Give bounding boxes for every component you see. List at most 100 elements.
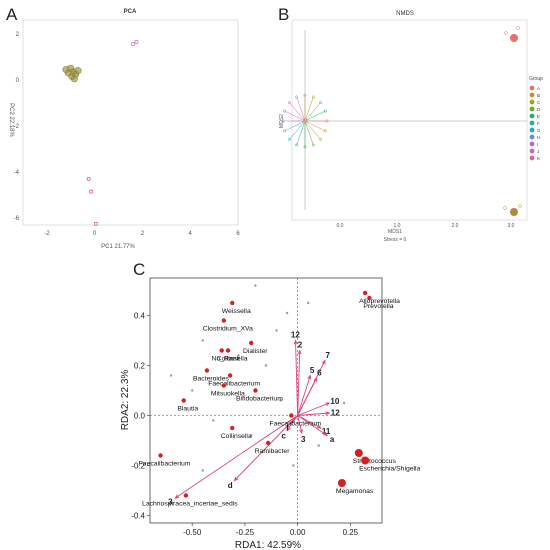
nmds-point (311, 143, 315, 147)
nmds-point (287, 101, 291, 105)
rda-vector-label: 7 (326, 351, 331, 360)
nmds-point (295, 143, 299, 147)
nmds-legend-swatch (529, 127, 535, 133)
nmds-spoke (284, 120, 306, 132)
rda-x-tick: -0.50 (183, 528, 202, 537)
nmds-legend-swatch (529, 99, 535, 105)
rda-vector-label: 3 (301, 435, 306, 444)
nmds-point (516, 26, 520, 30)
rda-y-tick: 0.2 (134, 362, 146, 371)
rda-taxon-point (158, 453, 163, 458)
rda-site-point (254, 284, 257, 287)
pca-chart: PCA PC1 21.77% PC2 22.18% -2 0 2 4 6 2 0 -2 -4 -6 (8, 9, 240, 250)
pca-point (86, 176, 91, 181)
rda-y-label: RDA2: 22.3% (120, 370, 131, 431)
rda-vector-arrowhead (316, 424, 322, 429)
rda-taxon-point (230, 425, 235, 431)
rda-taxon-label: Streptococcus (353, 458, 397, 465)
rda-vector (175, 415, 298, 499)
rda-site-point (201, 339, 204, 342)
rda-frame (149, 277, 383, 524)
rda-vector-arrowhead (297, 349, 302, 355)
nmds-spoke (289, 120, 306, 140)
rda-vector-arrowhead (323, 431, 329, 437)
nmds-point (503, 206, 507, 210)
pca-point (74, 67, 82, 75)
nmds-point (283, 129, 287, 133)
rda-site-point (275, 329, 278, 332)
pca-point (70, 75, 78, 83)
nmds-legend-swatch (529, 155, 535, 161)
pca-point (130, 42, 135, 47)
rda-site-point (201, 469, 204, 472)
nmds-legend-label: D (537, 107, 541, 112)
rda-site-point (317, 444, 320, 447)
rda-vector-label: 5 (310, 366, 315, 375)
pca-x-label: PC1 21.77% (101, 244, 135, 250)
nmds-point (281, 119, 285, 123)
rda-vector (297, 412, 330, 416)
rda-taxon-point (367, 295, 372, 301)
nmds-legend-label: H (537, 135, 540, 140)
rda-taxon-point (230, 300, 235, 306)
rda-site-point (292, 464, 295, 467)
rda-taxon-point (337, 479, 346, 487)
rda-vector-arrowhead (321, 359, 326, 365)
rda-site-point (264, 364, 268, 367)
nmds-legend-swatch (529, 141, 535, 147)
rda-taxon-point (289, 413, 294, 418)
rda-taxon-label: Mitsuokella (211, 391, 245, 398)
rda-taxon-label: Weissella (222, 308, 251, 315)
nmds-x-tick: 1.0 (394, 223, 401, 229)
nmds-legend-swatch (529, 92, 535, 98)
rda-y-tick: -0.4 (131, 512, 145, 521)
nmds-legend-swatch (529, 106, 535, 112)
nmds-point (283, 109, 287, 113)
rda-taxon-label: Collinsella (221, 433, 252, 440)
rda-taxon-point (225, 348, 231, 353)
rda-taxon-label: Bacteroides (193, 376, 229, 383)
pca-point (89, 189, 94, 194)
rda-vector-arrowhead (313, 376, 318, 383)
rda-site-point (169, 374, 173, 377)
rda-taxon-point (181, 398, 186, 403)
rda-y-tick: 0.0 (134, 412, 146, 421)
pca-point (93, 221, 98, 226)
nmds-legend-label: I (537, 142, 538, 147)
rda-taxon-point (221, 318, 227, 323)
rda-vector-label: 3 (168, 497, 173, 506)
nmds-legend-swatch (529, 85, 535, 91)
nmds-legend-label: K (537, 156, 540, 161)
rda-site-point (237, 354, 240, 357)
pca-x-tick: -2 (44, 231, 50, 237)
nmds-legend-swatch (529, 134, 535, 140)
rda-taxon-label: Dialister (243, 348, 268, 355)
rda-taxon-label: Bifidobacterium (236, 396, 283, 403)
pca-y-tick: -4 (14, 170, 20, 176)
rda-vector-arrowhead (290, 419, 296, 424)
nmds-legend-swatch (529, 113, 535, 119)
rda-vector-arrowhead (174, 494, 180, 499)
rda-vector-arrowhead (299, 428, 303, 435)
nmds-point (311, 95, 315, 99)
rda-vector-label: 11 (322, 427, 331, 436)
nmds-point (504, 31, 508, 35)
rda-taxon-label: Collinsella (217, 356, 248, 363)
nmds-title: NMDS (396, 11, 414, 17)
rda-vector (297, 402, 330, 416)
nmds-x-tick: 2.0 (452, 223, 459, 229)
rda-vector-label: 12 (291, 331, 300, 340)
pca-y-tick: 2 (16, 32, 20, 38)
rda-site-point (279, 399, 282, 402)
nmds-spoke (304, 96, 314, 122)
pca-point (134, 39, 139, 44)
nmds-x-tick: 3.0 (508, 223, 515, 229)
nmds-legend-swatch (529, 120, 535, 126)
nmds-point (323, 129, 327, 133)
nmds-legend-label: E (537, 114, 540, 119)
rda-vector-label: 10 (330, 397, 339, 406)
pca-y-tick: 0 (16, 78, 20, 84)
rda-site-point (212, 419, 215, 422)
rda-site-point (342, 401, 346, 405)
